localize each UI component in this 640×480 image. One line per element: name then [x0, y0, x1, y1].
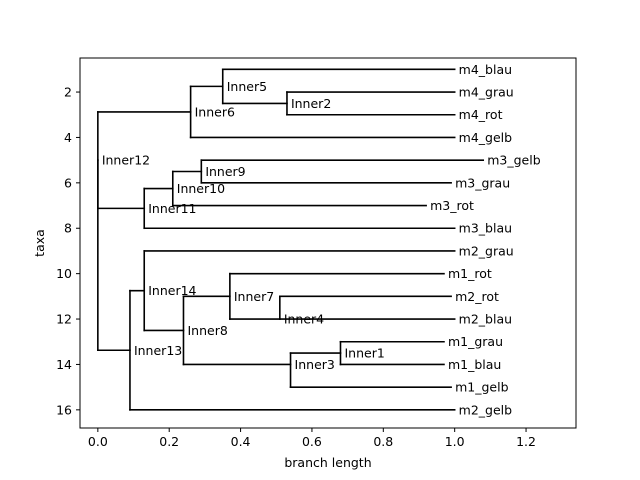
node-label: m2_gelb: [459, 402, 512, 417]
node-label: m3_grau: [455, 175, 510, 190]
node-labels: Inner12 Inner13 Inner6 Inner11 Inner5 m4_gelb…: [102, 62, 541, 417]
x-tick-label: 0.6: [302, 434, 322, 449]
node-label: m3_blau: [459, 221, 512, 236]
node-label: Inner13: [134, 343, 182, 358]
node-label: m1_rot: [448, 266, 492, 281]
y-tick-label: 14: [56, 357, 72, 372]
y-tick-label: 10: [56, 266, 72, 281]
x-tick-label: 0.4: [231, 434, 251, 449]
x-axis-label: branch length: [284, 455, 371, 470]
node-label: Inner4: [284, 312, 324, 327]
node-label: Inner11: [148, 201, 196, 216]
node-label: m4_blau: [459, 62, 512, 77]
node-label: Inner10: [177, 181, 225, 196]
x-tick-label: 1.0: [445, 434, 465, 449]
node-label: m2_rot: [455, 289, 499, 304]
node-label: Inner3: [295, 357, 335, 372]
y-tick-label: 16: [56, 402, 72, 417]
x-tick-label: 1.2: [516, 434, 536, 449]
node-label: Inner1: [344, 346, 384, 361]
x-axis: 0.0 0.2 0.4 0.6 0.8 1.0 1.2: [88, 428, 536, 449]
node-label: m1_blau: [448, 357, 501, 372]
node-label: Inner8: [187, 323, 227, 338]
y-tick-label: 4: [64, 130, 72, 145]
node-label: m4_rot: [459, 107, 503, 122]
node-label: Inner7: [234, 289, 274, 304]
node-label: m3_gelb: [487, 153, 540, 168]
y-tick-label: 12: [56, 312, 72, 327]
node-label: m2_grau: [459, 243, 514, 258]
node-label: m2_blau: [459, 312, 512, 327]
node-label: m4_gelb: [459, 130, 512, 145]
plot-frame: [79, 57, 577, 429]
x-tick-label: 0.8: [373, 434, 393, 449]
node-label: Inner9: [205, 164, 245, 179]
node-label: m1_grau: [448, 334, 503, 349]
node-label: Inner6: [195, 104, 235, 119]
node-label: Inner5: [227, 79, 267, 94]
node-label: Inner12: [102, 153, 150, 168]
node-label: m1_gelb: [455, 380, 508, 395]
y-tick-label: 2: [64, 85, 72, 100]
node-label: m4_grau: [459, 85, 514, 100]
x-tick-label: 0.2: [159, 434, 179, 449]
y-axis-label: taxa: [32, 229, 47, 257]
node-label: Inner14: [148, 283, 196, 298]
tree-branches: [97, 68, 485, 411]
node-label: Inner2: [291, 96, 331, 111]
y-axis: 2 4 6 8 10 12 14 16: [56, 85, 80, 417]
x-tick-label: 0.0: [88, 434, 108, 449]
node-label: m3_rot: [430, 198, 474, 213]
y-tick-label: 8: [64, 221, 72, 236]
y-tick-label: 6: [64, 175, 72, 190]
